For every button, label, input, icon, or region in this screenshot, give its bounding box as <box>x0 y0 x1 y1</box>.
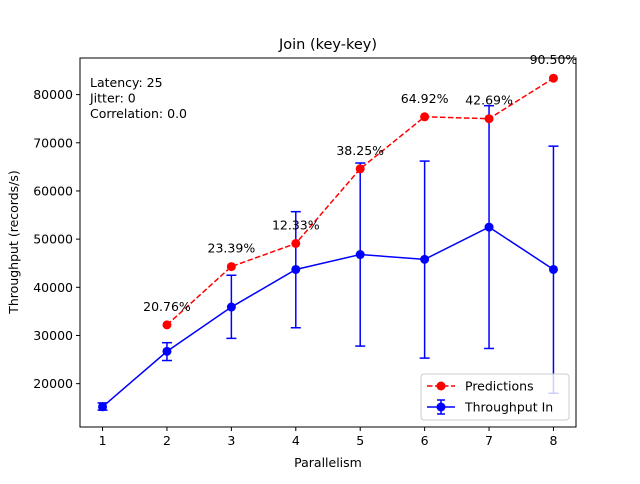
series-line-throughput-in <box>102 226 554 408</box>
prediction-label: 90.50% <box>530 52 578 67</box>
plot-area: 1 2 3 4 5 6 7 8 20000 30000 40000 50000 60000 70000 80… <box>33 52 577 448</box>
axes-frame <box>79 57 577 428</box>
prediction-point <box>420 112 430 122</box>
info-text-line: Latency: 25 <box>90 75 163 90</box>
legend-marker-predictions <box>436 381 446 391</box>
prediction-label: 42.69% <box>465 93 513 108</box>
throughput-in-point <box>226 302 236 312</box>
legend-label-throughput-in: Throughput In <box>464 400 553 415</box>
y-tick-label: 30000 <box>33 328 73 343</box>
y-tick-label: 60000 <box>33 183 73 198</box>
throughput-in-point <box>355 250 365 260</box>
prediction-label: 64.92% <box>401 91 449 106</box>
y-tick-label: 50000 <box>33 232 73 247</box>
y-tick-label: 40000 <box>33 280 73 295</box>
x-tick-label: 5 <box>356 433 364 448</box>
chart-title: Join (key-key) <box>278 37 377 53</box>
throughput-in-point <box>548 264 558 274</box>
throughput-in-point <box>98 402 108 412</box>
x-tick-label: 2 <box>163 433 171 448</box>
x-tick-label: 4 <box>292 433 300 448</box>
prediction-label: 12.33% <box>272 217 320 232</box>
throughput-in-point <box>162 346 172 356</box>
throughput-in-point <box>484 222 494 232</box>
legend-marker-throughput-in <box>436 402 446 412</box>
legend-box <box>420 373 570 421</box>
x-tick-label: 1 <box>99 433 107 448</box>
legend-label-predictions: Predictions <box>465 379 534 394</box>
prediction-point <box>226 262 236 272</box>
x-tick-label: 3 <box>227 433 235 448</box>
prediction-label: 20.76% <box>143 299 191 314</box>
y-tick-label: 20000 <box>33 376 73 391</box>
info-text-line: Jitter: 0 <box>89 91 136 106</box>
y-axis-label: Throughput (records/s) <box>6 170 21 315</box>
prediction-point <box>548 73 558 83</box>
prediction-label: 23.39% <box>208 241 256 256</box>
prediction-point <box>484 114 494 124</box>
y-tick-label: 70000 <box>33 135 73 150</box>
prediction-point <box>291 238 301 248</box>
info-text-line: Correlation: 0.0 <box>90 106 187 121</box>
x-axis-label: Parallelism <box>294 455 362 470</box>
prediction-point <box>162 320 172 330</box>
prediction-label: 38.25% <box>336 143 384 158</box>
x-tick-label: 8 <box>549 433 557 448</box>
prediction-point <box>355 164 365 174</box>
x-tick-label: 6 <box>421 433 429 448</box>
y-tick-label: 80000 <box>33 87 73 102</box>
throughput-in-point <box>291 264 301 274</box>
throughput-in-point <box>420 254 430 264</box>
x-tick-label: 7 <box>485 433 493 448</box>
